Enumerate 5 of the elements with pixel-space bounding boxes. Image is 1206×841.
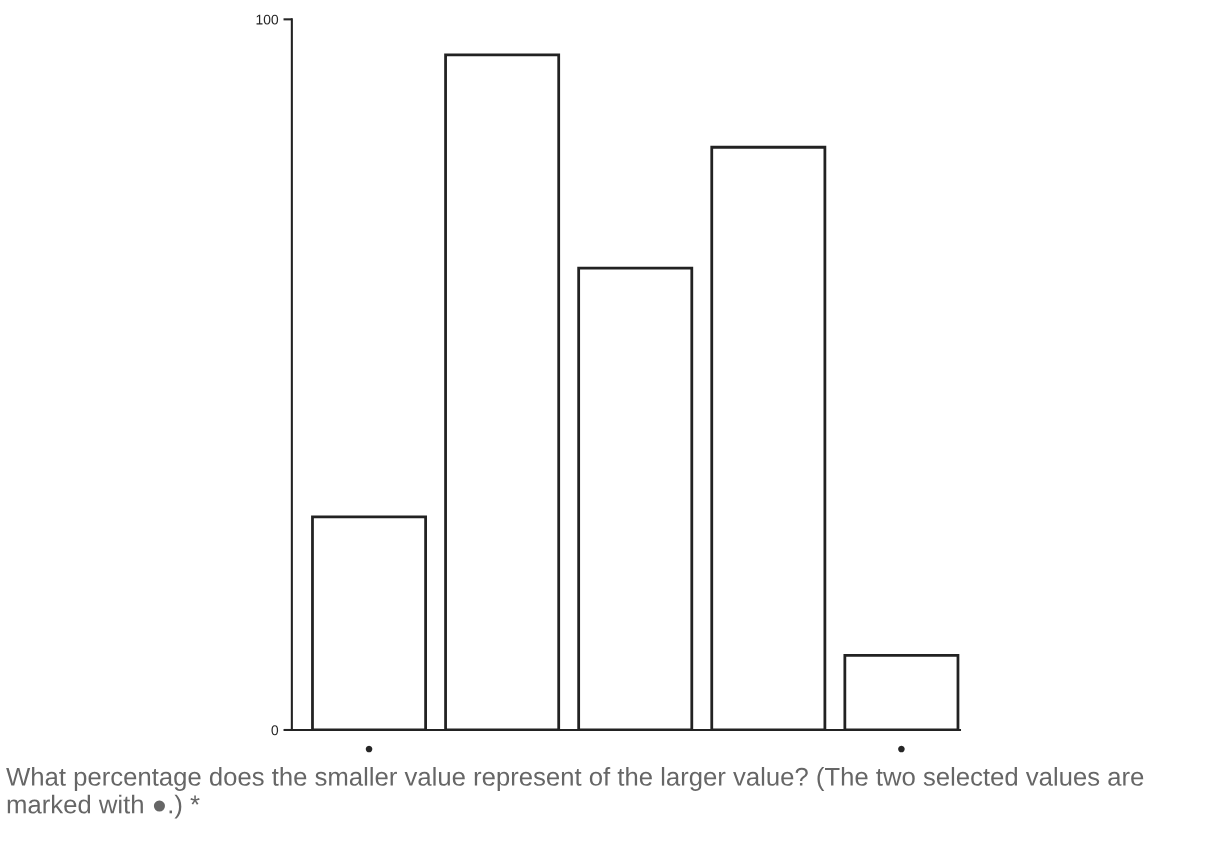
data-label: ● <box>365 745 373 753</box>
text: What percentage does the smaller value represent of the larger value? (The two selected values are marked with ●.) * <box>6 766 1144 819</box>
y-tick-label: 100 <box>256 14 279 25</box>
y-tick-label: 0 <box>271 725 279 736</box>
data-label: ● <box>898 745 905 753</box>
